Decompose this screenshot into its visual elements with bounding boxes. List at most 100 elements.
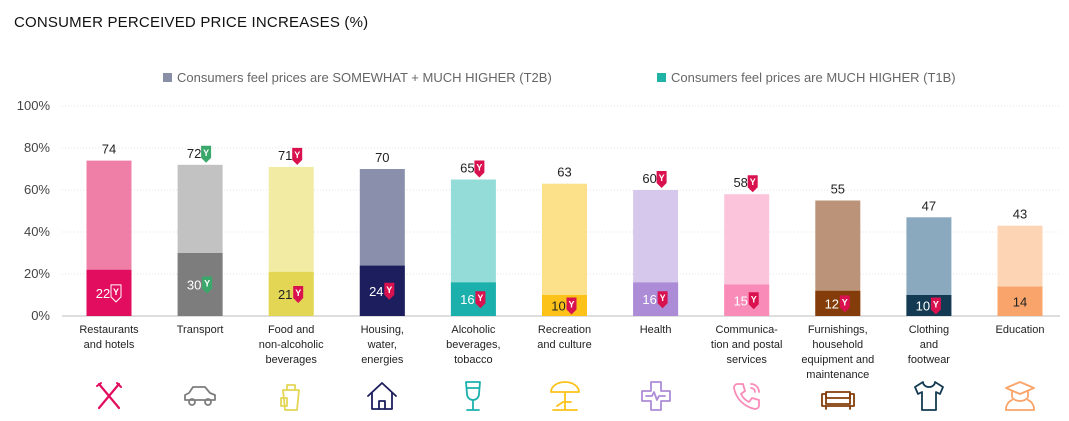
bar-t1b (268, 271, 314, 316)
change-badge-t1b (839, 295, 850, 313)
y-tick-label: 20% (24, 266, 50, 281)
house-icon (362, 376, 402, 416)
change-badge-t2b (747, 175, 758, 193)
category-label-line: and (919, 339, 939, 351)
category-label-line: beverages, (446, 339, 501, 351)
change-badge-t2b-letter: Y (476, 163, 482, 173)
value-label-t2b: 47 (922, 198, 936, 213)
value-label-t2b: 63 (557, 165, 571, 180)
change-badge-t1b (293, 285, 304, 303)
category-label: Food and non-alcoholic beverages (243, 323, 339, 368)
category-label-line: Housing, (360, 324, 404, 336)
value-label-t2b: 55 (831, 182, 845, 197)
value-label-t2b: 72 (187, 146, 201, 161)
change-badge-t1b-letter: Y (204, 279, 210, 289)
wine-glass-icon (453, 376, 493, 416)
change-badge-t1b (930, 297, 941, 315)
value-label-t2b: 58 (733, 175, 747, 190)
change-badge-t2b-letter: Y (294, 150, 300, 160)
category-label: Restaurants and hotels (61, 323, 157, 353)
category-label-line: Transport (176, 324, 224, 336)
category-label-line: Clothing (908, 324, 950, 336)
category-label: Housing, water, energies (334, 323, 430, 368)
value-label-t1b: 14 (1013, 294, 1027, 309)
category-label: Furnishings, household equipment and mainte… (790, 323, 886, 383)
change-badge-t2b (474, 160, 485, 178)
change-badge-t1b-letter: Y (568, 300, 574, 310)
y-tick-label: 40% (24, 224, 50, 239)
legend-label-t1b: Consumers feel prices are MUCH HIGHER (T… (671, 70, 956, 85)
category-label-line: water, (367, 339, 397, 351)
category-label-line: household (812, 339, 864, 351)
sofa-icon (818, 376, 858, 416)
beach-umbrella-icon (545, 376, 585, 416)
y-tick-label: 100% (17, 98, 51, 113)
value-label-t1b: 24 (369, 284, 383, 299)
y-tick-label: 0% (31, 308, 50, 323)
category-label-line: Communica- (715, 324, 778, 336)
category-label-line: tobacco (454, 354, 493, 366)
category-label: Recreation and culture (517, 323, 613, 353)
medical-cross-icon (636, 376, 676, 416)
value-label-t2b: 70 (375, 150, 389, 165)
value-label-t1b: 22 (96, 286, 110, 301)
category-label: Alcoholic beverages, tobacco (425, 323, 521, 368)
change-badge-t2b-letter: Y (659, 173, 665, 183)
change-badge-t1b-letter: Y (113, 287, 119, 297)
category-label-line: Furnishings, (807, 324, 868, 336)
change-badge-t1b-letter: Y (477, 293, 483, 303)
category-label-line: and hotels (83, 339, 135, 351)
category-label-line: beverages (265, 354, 317, 366)
bar-t1b (86, 269, 132, 316)
change-badge-t1b-letter: Y (751, 294, 757, 304)
car-icon (180, 376, 220, 416)
category-label: Education (972, 323, 1068, 338)
bar-t1b (997, 286, 1043, 316)
change-badge-t1b-letter: Y (386, 285, 392, 295)
legend: Consumers feel prices are SOMEWHAT + MUC… (0, 70, 1069, 88)
category-label-line: Alcoholic (451, 324, 496, 336)
legend-swatch-t2b (163, 73, 172, 82)
change-badge-t2b (656, 171, 667, 188)
category-label-line: non-alcoholic (258, 339, 324, 351)
change-badge-t1b-letter: Y (660, 293, 666, 303)
value-label-t1b: 12 (825, 296, 839, 311)
tshirt-icon (909, 376, 949, 416)
value-label-t2b: 43 (1013, 207, 1027, 222)
legend-label-t2b: Consumers feel prices are SOMEWHAT + MUC… (177, 70, 552, 85)
value-label-t2b: 60 (642, 171, 656, 186)
value-label-t1b: 30 (187, 278, 201, 293)
change-badge-t1b (384, 282, 395, 300)
bar-t1b (724, 284, 770, 316)
change-badge-t1b-letter: Y (933, 300, 939, 310)
category-label: Communica-tion and postal services (699, 323, 795, 368)
graduate-icon (1000, 376, 1040, 416)
bar-t1b (815, 290, 861, 316)
change-badge-t1b (748, 292, 759, 310)
category-label: Clothing and footwear (881, 323, 977, 368)
category-label-line: tion and postal (710, 339, 783, 351)
legend-item-t1b: Consumers feel prices are MUCH HIGHER (T… (657, 70, 956, 85)
legend-swatch-t1b (657, 73, 666, 82)
change-badge-t1b (202, 276, 213, 294)
category-label-line: Restaurants (79, 324, 139, 336)
value-label-t2b: 65 (460, 161, 474, 176)
category-label: Health (608, 323, 704, 338)
bar-t1b (177, 253, 223, 316)
y-tick-label: 60% (24, 182, 50, 197)
change-badge-t1b-letter: Y (295, 288, 301, 298)
legend-item-t2b: Consumers feel prices are SOMEWHAT + MUC… (163, 70, 552, 85)
value-label-t1b: 16 (460, 292, 474, 307)
category-label-line: equipment and (801, 354, 875, 366)
bar-t2b (542, 183, 587, 316)
category-label-line: Recreation (537, 324, 592, 336)
change-badge-t1b (475, 291, 486, 309)
value-label-t1b: 16 (642, 292, 656, 307)
category-label-line: Education (995, 324, 1045, 336)
value-label-t1b: 15 (733, 293, 747, 308)
change-badge-t1b-letter: Y (842, 297, 848, 307)
y-tick-label: 80% (24, 140, 50, 155)
bar-t1b (450, 282, 496, 316)
category-label-line: Food and (267, 324, 315, 336)
